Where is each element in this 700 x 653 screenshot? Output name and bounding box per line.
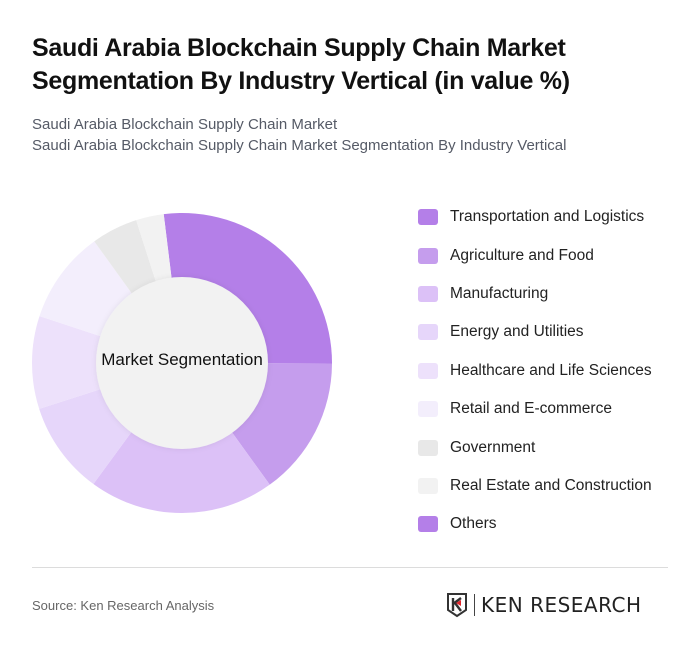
legend-item[interactable]: Healthcare and Life Sciences xyxy=(418,352,652,390)
legend-swatch xyxy=(418,477,438,494)
legend-item[interactable]: Government xyxy=(418,428,652,466)
legend-label: Energy and Utilities xyxy=(450,323,584,341)
legend-label: Retail and E-commerce xyxy=(450,400,612,418)
legend-item[interactable]: Others xyxy=(418,505,652,543)
legend-swatch xyxy=(418,285,438,302)
footer-divider xyxy=(32,567,668,568)
legend-item[interactable]: Transportation and Logistics xyxy=(418,198,652,236)
donut-center xyxy=(96,277,268,449)
legend-label: Healthcare and Life Sciences xyxy=(450,361,652,379)
legend-label: Agriculture and Food xyxy=(450,246,594,264)
legend-swatch xyxy=(418,401,438,418)
legend-item[interactable]: Agriculture and Food xyxy=(418,236,652,274)
logo-separator xyxy=(474,594,475,616)
legend-item[interactable]: Energy and Utilities xyxy=(418,313,652,351)
donut-center-label: Market Segmentation xyxy=(101,350,263,369)
legend-swatch xyxy=(418,324,438,341)
legend-item[interactable]: Manufacturing xyxy=(418,275,652,313)
legend-swatch xyxy=(418,247,438,264)
logo-text: KEN RESEARCH xyxy=(481,593,642,617)
legend-swatch xyxy=(418,209,438,226)
chart-subtitle: Saudi Arabia Blockchain Supply Chain Mar… xyxy=(32,114,566,156)
chart-title: Saudi Arabia Blockchain Supply Chain Mar… xyxy=(32,34,570,95)
legend-label: Manufacturing xyxy=(450,284,549,302)
legend-label: Transportation and Logistics xyxy=(450,208,645,226)
legend-label: Real Estate and Construction xyxy=(450,476,652,494)
subtitle-line-2: Saudi Arabia Blockchain Supply Chain Mar… xyxy=(32,137,567,154)
legend-swatch xyxy=(418,362,438,379)
ken-shield-icon xyxy=(447,593,467,618)
legend-swatch xyxy=(418,439,438,456)
donut-chart xyxy=(31,213,332,513)
subtitle-line-1: Saudi Arabia Blockchain Supply Chain Mar… xyxy=(32,116,338,133)
source-note: Source: Ken Research Analysis xyxy=(32,598,215,613)
ken-research-logo: KEN RESEARCH xyxy=(446,592,642,618)
legend-item[interactable]: Real Estate and Construction xyxy=(418,467,652,505)
legend-label: Others xyxy=(450,515,497,533)
legend-label: Government xyxy=(450,438,536,456)
chart-legend: Transportation and Logistics Agriculture… xyxy=(418,198,652,544)
legend-swatch xyxy=(418,516,438,533)
legend-item[interactable]: Retail and E-commerce xyxy=(418,390,652,428)
